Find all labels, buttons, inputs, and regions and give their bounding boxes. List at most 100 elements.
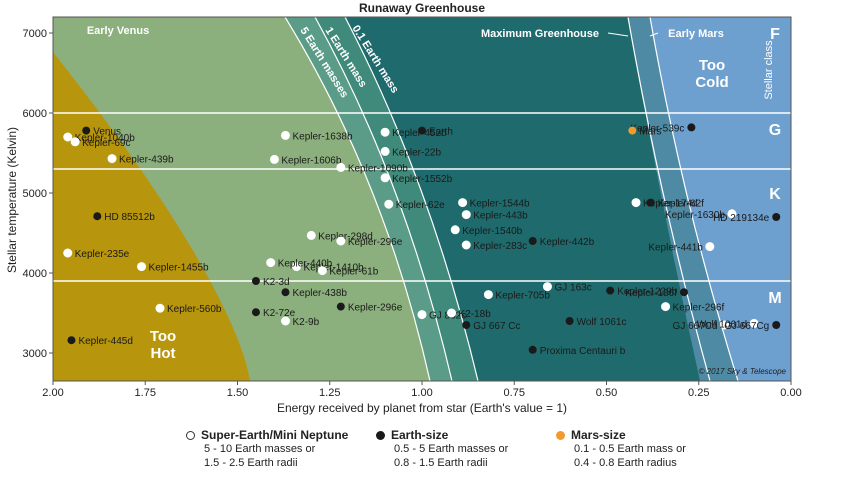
planet-point xyxy=(380,127,390,137)
planet-point xyxy=(661,302,671,312)
planet-point xyxy=(772,213,781,221)
max-greenhouse-pointer xyxy=(607,32,629,37)
planet-point xyxy=(631,198,641,208)
too-cold-label-line2: Cold xyxy=(695,74,728,91)
legend-earth-size-line2: 0.8 - 1.5 Earth radii xyxy=(394,457,488,469)
planet-label: GJ 667 Cc xyxy=(473,321,520,332)
early-venus-label: Early Venus xyxy=(87,25,149,37)
planet-point xyxy=(418,126,426,135)
planet-label: HD 219134e xyxy=(713,213,770,224)
planet-label: Kepler-1544b xyxy=(470,199,530,210)
planet-label: Kepler-1552b xyxy=(392,174,452,185)
planet-label: K2-18b xyxy=(459,309,492,320)
planet-label: Kepler-186f xyxy=(625,288,677,299)
planet-label: Kepler-296e xyxy=(348,303,403,314)
stellar-class-letter: K xyxy=(769,186,781,203)
planet-point xyxy=(70,137,80,147)
planet-label: Kepler-69c xyxy=(82,138,130,149)
too-hot-zone xyxy=(53,52,250,381)
planet-label: Kepler-438b xyxy=(292,288,347,299)
legend-earth-size-title: Earth-size xyxy=(391,428,449,442)
planet-label: GJ 163c xyxy=(554,283,591,294)
planet-label: Kepler-443b xyxy=(473,211,528,222)
x-tick-label: 0.75 xyxy=(504,387,525,399)
planet-point xyxy=(528,345,537,354)
x-tick-label: 0.25 xyxy=(688,387,709,399)
zone-bands xyxy=(53,17,791,381)
planet-point xyxy=(317,266,327,276)
planet-point xyxy=(483,290,493,300)
planet-point xyxy=(749,318,759,328)
planet-label: Kepler-62e xyxy=(396,200,445,211)
y-tick-label: 7000 xyxy=(23,28,47,40)
planet-label: Kepler-235e xyxy=(75,249,130,260)
planet-label: Kepler-1040b xyxy=(75,133,135,144)
x-tick-label: 1.75 xyxy=(135,387,156,399)
planet-label: K2-3d xyxy=(263,277,290,288)
planet-label: Kepler-1638b xyxy=(292,131,352,142)
planet-point xyxy=(251,308,260,317)
y-tick-label: 5000 xyxy=(23,188,47,200)
legend-super-earth-title: Super-Earth/Mini Neptune xyxy=(201,428,349,442)
planet-point xyxy=(450,225,460,235)
planet-point xyxy=(461,240,471,250)
planet-point xyxy=(336,162,346,172)
planet-point xyxy=(292,262,302,272)
planet-point xyxy=(336,236,346,246)
planet-point xyxy=(155,303,165,313)
planet-point xyxy=(306,230,316,240)
legend-super-earth: Super-Earth/Mini Neptune 5 - 10 Earth ma… xyxy=(186,428,348,470)
planet-point xyxy=(280,316,290,326)
planet-point xyxy=(107,154,117,164)
planet-label: Kepler-442b xyxy=(540,237,595,248)
planet-label: Wolf 1061c xyxy=(577,317,627,328)
planet-point xyxy=(646,198,655,207)
planet-point xyxy=(63,248,73,258)
planet-point xyxy=(565,317,574,325)
legend-mars-size: Mars-size 0.1 - 0.5 Earth mass or 0.4 - … xyxy=(556,428,686,470)
planet-point xyxy=(384,199,394,209)
planet-point xyxy=(462,321,471,329)
x-tick-label: 1.00 xyxy=(411,387,432,399)
planet-label: Kepler-1606b xyxy=(281,155,341,166)
y-axis: 3000 4000 5000 6000 7000 xyxy=(23,28,53,360)
maximum-greenhouse-label: Maximum Greenhouse xyxy=(481,28,599,40)
planet-label: GJ 832c xyxy=(429,311,466,322)
planet-point xyxy=(82,126,91,135)
planet-point xyxy=(380,146,390,156)
planet-label: GJ 667Cd xyxy=(673,321,718,332)
planet-point xyxy=(727,209,737,219)
planet-label: Kepler-1540b xyxy=(462,226,522,237)
early-mars-pointer xyxy=(649,32,659,37)
planet-label: Kepler-440b xyxy=(278,259,333,270)
planet-point xyxy=(687,123,696,132)
planet-point xyxy=(542,282,552,292)
x-axis: 2.00 1.75 1.50 1.25 1.00 0.75 0.50 0.25 0.00 xyxy=(42,381,802,399)
x-tick-label: 1.50 xyxy=(227,387,248,399)
planet-point xyxy=(63,132,73,142)
legend-mars-size-line1: 0.1 - 0.5 Earth mass or xyxy=(574,443,686,455)
planet-point xyxy=(67,336,76,345)
too-hot-label-line1: Too xyxy=(150,328,176,345)
orange-dot-icon xyxy=(556,430,565,440)
planet-label: Proxima Centauri b xyxy=(540,346,626,357)
stellar-class-letter: F xyxy=(770,26,780,43)
credit-text: © 2017 Sky & Telescope xyxy=(699,367,787,376)
stellar-class-letters: F G K M xyxy=(768,26,781,307)
planet-point xyxy=(93,212,102,221)
chart-title: Runaway Greenhouse xyxy=(359,1,485,15)
y-tick-label: 4000 xyxy=(23,268,47,280)
x-tick-label: 0.00 xyxy=(780,387,801,399)
planet-label: K2-9b xyxy=(292,317,319,328)
planet-label: Venus xyxy=(93,127,121,138)
planet-label: Kepler-560b xyxy=(167,304,222,315)
planet-label: Kepler-1090b xyxy=(348,163,408,174)
planet-label: Kepler-439b xyxy=(119,155,174,166)
x-tick-label: 0.50 xyxy=(596,387,617,399)
planet-point xyxy=(720,320,730,330)
planet-point xyxy=(417,310,427,320)
stellar-class-letter: M xyxy=(768,290,781,307)
planet-point xyxy=(772,321,781,329)
